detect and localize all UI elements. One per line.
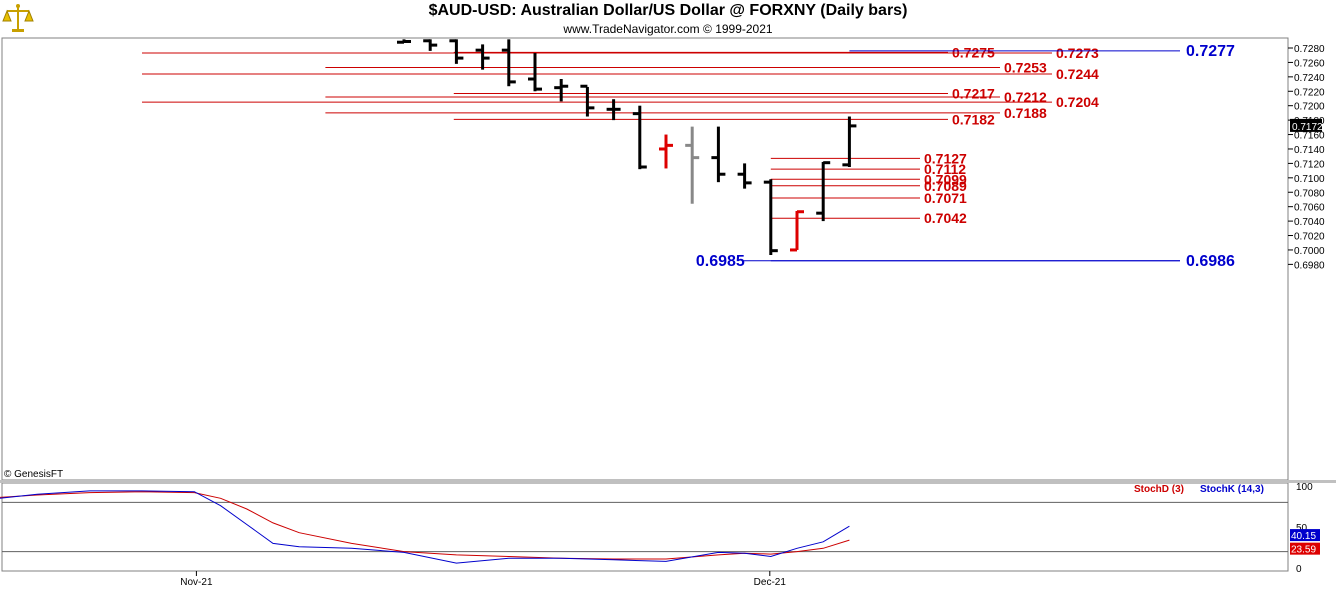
ohlc-bar-9 xyxy=(632,105,647,170)
price-tick-label-2: 0.7020 xyxy=(1294,232,1325,243)
price-tick-label-11: 0.7200 xyxy=(1294,102,1325,113)
ohlc-bar-16 xyxy=(816,161,831,222)
level-label-3: 0.7244 xyxy=(1056,66,1099,82)
price-tick-label-3: 0.7040 xyxy=(1294,217,1325,228)
ohlc-bar-17 xyxy=(842,116,857,168)
legend-stochd: StochD (3) xyxy=(1134,484,1184,495)
level-label-17: 0.6986 xyxy=(1186,253,1235,270)
legend-stochk: StochK (14,3) xyxy=(1200,484,1264,495)
level-label-16: 0.6985 xyxy=(696,253,745,270)
level-label-5: 0.7212 xyxy=(1004,89,1047,105)
stochd-value-box xyxy=(1290,542,1320,555)
ohlc-bar-1 xyxy=(423,39,438,51)
stoch-panel-border xyxy=(1,482,1289,572)
chart-frame xyxy=(0,37,1336,572)
date-tick-label-1: Dec-21 xyxy=(754,577,787,588)
ohlc-bar-11 xyxy=(685,126,700,204)
level-label-13: 0.7071 xyxy=(924,190,967,206)
stoch-series-0 xyxy=(0,491,850,560)
last-price-box xyxy=(1290,118,1322,132)
ohlc-bar-3 xyxy=(475,44,490,70)
ohlc-bar-14 xyxy=(763,179,778,255)
stoch-tick-label-2: 100 xyxy=(1296,482,1313,493)
ohlc-bar-10 xyxy=(659,134,673,169)
price-bars xyxy=(397,39,857,255)
ohlc-bar-8 xyxy=(606,99,621,121)
data-credit: © GenesisFT xyxy=(4,469,64,480)
level-label-10: 0.7112 xyxy=(924,161,966,177)
price-tick-label-13: 0.7240 xyxy=(1294,73,1325,84)
stochk-value-box xyxy=(1290,529,1320,542)
level-label-2: 0.7253 xyxy=(1004,59,1047,75)
price-levels: 0.7273 0.7275 0.7253 0.7244 0.7217 0.7212 0.72… xyxy=(142,43,1235,270)
stochk-value-label: 40.15 xyxy=(1291,531,1316,542)
ohlc-bar-4 xyxy=(501,39,516,87)
level-label-9: 0.7127 xyxy=(924,150,967,166)
stoch-tick-label-1: 50 xyxy=(1296,523,1308,534)
stoch-tick-label-0: 0 xyxy=(1296,564,1302,575)
level-label-12: 0.7089 xyxy=(924,178,967,194)
ohlc-bar-2 xyxy=(449,39,464,64)
ohlc-bar-5 xyxy=(528,53,542,92)
level-label-14: 0.7042 xyxy=(924,210,967,226)
ohlc-bar-15 xyxy=(790,210,804,252)
ohlc-bar-13 xyxy=(737,163,752,189)
level-label-8: 0.7182 xyxy=(952,111,995,127)
chart-subtitle: www.TradeNavigator.com © 1999-2021 xyxy=(563,22,773,36)
date-tick-label-0: Nov-21 xyxy=(180,577,213,588)
price-tick-label-12: 0.7220 xyxy=(1294,87,1325,98)
level-label-6: 0.7204 xyxy=(1056,94,1099,110)
ohlc-bar-6 xyxy=(554,79,569,102)
level-label-15: 0.7277 xyxy=(1186,43,1235,60)
stochd-value-label: 23.59 xyxy=(1291,545,1316,556)
price-tick-label-1: 0.7000 xyxy=(1294,246,1325,257)
chart-title: $AUD-USD: Australian Dollar/US Dollar @ … xyxy=(428,2,908,19)
level-label-0: 0.7273 xyxy=(1056,45,1099,61)
scale-logo-icon xyxy=(2,4,34,32)
last-price-label: 0.7172 xyxy=(1292,122,1323,133)
price-tick-label-4: 0.7060 xyxy=(1294,203,1325,214)
price-tick-label-5: 0.7080 xyxy=(1294,188,1325,199)
ohlc-bar-12 xyxy=(711,126,726,183)
price-tick-label-14: 0.7260 xyxy=(1294,58,1325,69)
price-tick-label-15: 0.7280 xyxy=(1294,44,1325,55)
price-tick-label-6: 0.7100 xyxy=(1294,174,1325,185)
price-tick-label-9: 0.7160 xyxy=(1294,131,1325,142)
stoch-series-1 xyxy=(0,490,850,564)
level-label-4: 0.7217 xyxy=(952,85,995,101)
ohlc-bar-0 xyxy=(397,39,411,44)
axes: 0.6980 0.7000 0.7020 0.7040 0.7060 0.7080 0.71… xyxy=(180,44,1325,588)
price-tick-label-8: 0.7140 xyxy=(1294,145,1325,156)
level-label-1: 0.7275 xyxy=(952,44,995,60)
price-tick-label-7: 0.7120 xyxy=(1294,159,1325,170)
stochastic-panel: 0 50 100 40.15 23.59 xyxy=(0,482,1320,575)
level-label-11: 0.7099 xyxy=(924,171,967,187)
level-label-7: 0.7188 xyxy=(1004,105,1047,121)
price-tick-label-0: 0.6980 xyxy=(1294,260,1325,271)
ohlc-bar-7 xyxy=(580,84,595,117)
